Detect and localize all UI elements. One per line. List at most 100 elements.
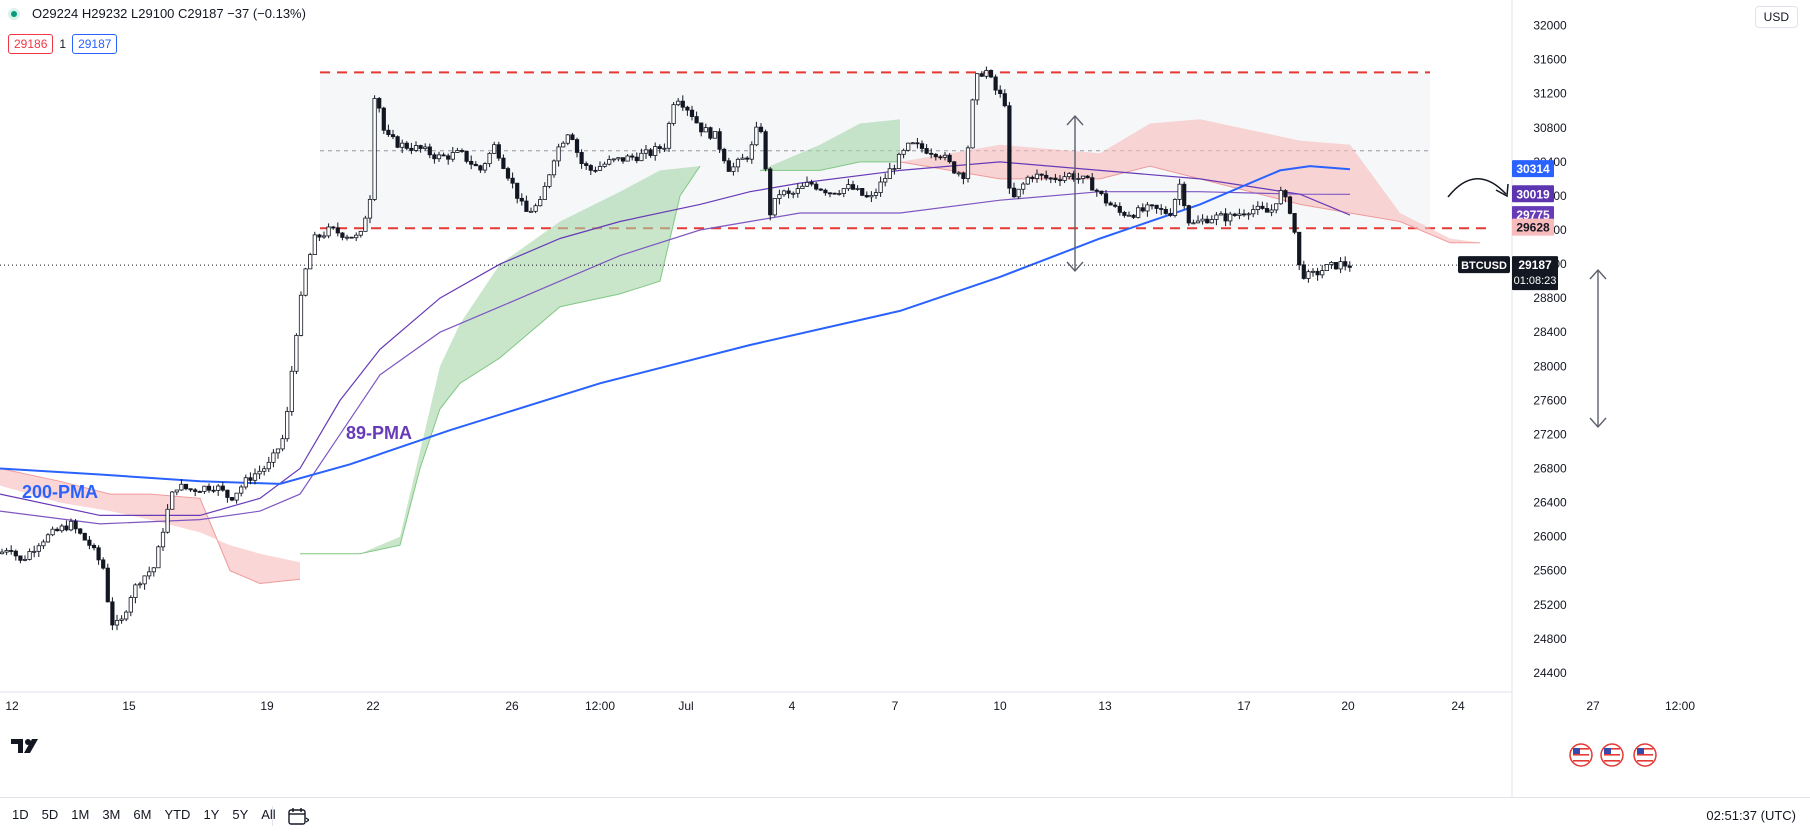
flag-canton [1604, 748, 1611, 754]
candle-body [1057, 179, 1063, 182]
candle-up [1209, 215, 1214, 224]
candle-down [1154, 204, 1159, 214]
candle-up [252, 468, 258, 485]
candle-body [556, 146, 561, 162]
candle-body [952, 161, 957, 174]
candle-up [312, 231, 317, 256]
candle-up [1329, 260, 1334, 270]
candle-body [1200, 218, 1205, 222]
candle-up [1200, 214, 1205, 225]
candle-body [137, 583, 143, 586]
range-3m-button[interactable]: 3M [102, 807, 121, 822]
bid-button[interactable]: 29186 [8, 34, 54, 54]
ask-button[interactable]: 29187 [72, 34, 118, 54]
candle-up [754, 121, 759, 147]
candle-body [984, 69, 989, 77]
cloud-edge [0, 468, 301, 585]
candle-body [340, 232, 345, 238]
range-1y-button[interactable]: 1Y [203, 807, 220, 822]
candle-body [386, 129, 391, 136]
candle-up [1126, 211, 1132, 217]
range-5y-button[interactable]: 5Y [232, 807, 249, 822]
ohlc-values: O29224 H29232 L29100 C29187 −37 (−0.13%) [32, 6, 306, 21]
candle-body [298, 294, 304, 336]
price-chart[interactable]: 200-PMA 89-PMA 12 15 19 22 26 12:00 Jul 4 7 10 13 17… [0, 0, 1810, 797]
range-1m-button[interactable]: 1M [71, 807, 90, 822]
candle-body [1278, 190, 1283, 205]
candle-down [947, 153, 952, 164]
candle-up [1274, 203, 1279, 214]
y-tick-label: 32000 [1533, 19, 1567, 33]
candle-body [151, 567, 156, 573]
candle-up [243, 474, 248, 490]
candle-body [193, 489, 198, 492]
candle-body [643, 149, 649, 154]
candle-up [455, 147, 460, 154]
candle-body [1080, 175, 1086, 179]
candle-down [745, 156, 750, 163]
pma-200-label: 200-PMA [22, 482, 98, 502]
candle-up [147, 566, 152, 580]
candle-body [110, 601, 115, 626]
candle-body [377, 98, 382, 109]
flag-stripe [1573, 757, 1589, 759]
candle-body [1145, 204, 1150, 212]
candle-body [1126, 214, 1132, 217]
candle-body [947, 154, 952, 163]
candle-down [1205, 215, 1210, 224]
candle-body [855, 188, 860, 190]
candle-up [1306, 269, 1311, 283]
y-tick-label: 31200 [1533, 87, 1567, 101]
candle-body [860, 188, 865, 196]
x-tick-label: 10 [993, 699, 1007, 713]
candle-down [524, 195, 529, 212]
candle-body [676, 100, 681, 106]
currency-selector[interactable]: USD [1754, 6, 1798, 28]
candle-down [519, 193, 524, 206]
candle-body [754, 126, 759, 146]
candle-up [1177, 178, 1182, 206]
y-tick-label: 27600 [1533, 393, 1567, 407]
candle-body [671, 104, 676, 124]
range-ytd-button[interactable]: YTD [164, 807, 191, 822]
candle-body [735, 158, 741, 168]
range-6m-button[interactable]: 6M [133, 807, 152, 822]
candle-up [777, 189, 782, 205]
clock-display[interactable]: 02:51:37 (UTC) [1706, 808, 1796, 823]
candle-body [197, 491, 202, 493]
candle-down [685, 105, 690, 116]
calendar-icon[interactable] [287, 806, 311, 831]
candle-body [1016, 188, 1021, 198]
candle-body [1306, 271, 1311, 279]
y-tick-label: 24800 [1533, 632, 1567, 646]
candle-body [413, 145, 419, 151]
candle-body [1007, 105, 1012, 189]
candle-down [91, 543, 97, 551]
candle-body [1140, 207, 1145, 212]
candle-body [55, 528, 60, 532]
candle-up [170, 490, 175, 510]
arrow-head-down [1066, 261, 1084, 273]
candle-body [1030, 176, 1035, 179]
candle-body [846, 184, 851, 190]
flag-stripe [1637, 748, 1653, 750]
candle-body [699, 122, 704, 133]
candle-down [478, 164, 483, 173]
candle-body [795, 188, 800, 194]
candle-up [542, 182, 547, 200]
candle-body [1228, 213, 1233, 222]
candle-body [869, 194, 874, 198]
range-all-button[interactable]: All [261, 807, 276, 822]
range-5d-button[interactable]: 5D [41, 807, 59, 822]
candle-up [45, 533, 51, 543]
us-flag-event-icon [1569, 743, 1593, 767]
cloud-edge [760, 161, 900, 171]
candle-up [202, 485, 207, 494]
candle-up [1062, 171, 1067, 184]
candle-down [648, 148, 653, 158]
candle-body [133, 584, 138, 599]
range-1d-button[interactable]: 1D [12, 807, 29, 822]
candle-body [565, 134, 570, 144]
candle-down [1163, 206, 1168, 215]
candle-body [1113, 204, 1118, 207]
